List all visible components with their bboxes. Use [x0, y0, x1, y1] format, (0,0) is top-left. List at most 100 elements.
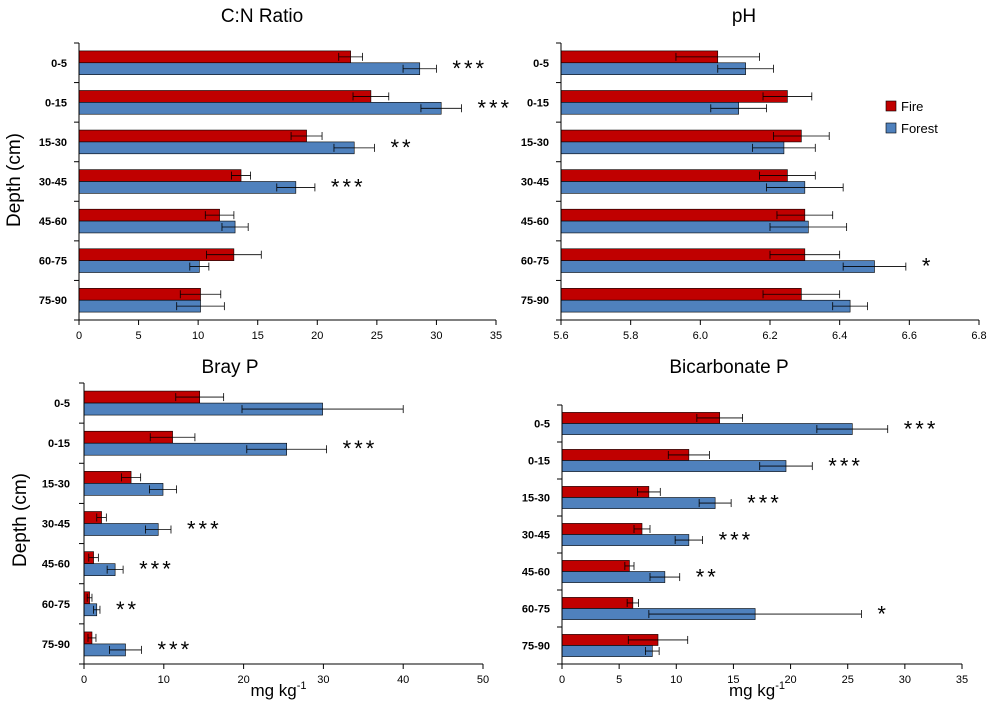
chart-3-xlabel: mg kg-1 [729, 680, 785, 700]
chart-2-significance: *** [187, 517, 222, 542]
chart-1-title: pH [732, 6, 756, 27]
chart-3-significance: *** [828, 454, 863, 479]
chart-0-x-tick-label: 35 [490, 330, 502, 342]
chart-1-category-label: 60-75 [521, 256, 549, 268]
chart-3-category-label: 0-5 [534, 419, 550, 431]
chart-0-bar-forest [78, 62, 421, 75]
chart-2-x-tick-label: 40 [397, 674, 409, 686]
legend-swatch-forest [885, 122, 897, 134]
chart-2-significance: *** [343, 436, 378, 461]
chart-1-x-tick-label: 6.2 [762, 330, 777, 342]
chart-3-significance: ** [696, 565, 719, 590]
chart-0-significance: *** [452, 56, 487, 81]
chart-0-title: C:N Ratio [221, 6, 303, 27]
chart-0-category-label: 0-15 [45, 97, 67, 109]
chart-2-title: Bray P [201, 357, 258, 378]
chart-0-category-label: 30-45 [39, 177, 67, 189]
chart-1-bar-fire [560, 90, 788, 103]
chart-2-category-label: 30-45 [42, 519, 70, 531]
chart-1-x-tick-label: 5.8 [623, 330, 638, 342]
chart-1-x-tick-label: 6.4 [832, 330, 847, 342]
chart-0-category-label: 60-75 [39, 256, 67, 268]
chart-3-bar-forest [561, 534, 690, 546]
chart-1-x-tick-label: 6.8 [971, 330, 986, 342]
chart-0-bar-forest [78, 220, 236, 234]
chart-1-bar-fire [560, 248, 806, 261]
chart-0-ylabel: Depth (cm) [4, 133, 25, 227]
chart-2-x-tick-label: 20 [237, 674, 249, 686]
chart-0-x-tick-label: 10 [192, 330, 204, 342]
chart-3-x-tick-label: 15 [727, 674, 739, 686]
legend-swatch-fire [885, 100, 897, 112]
chart-3-xlabel-superscript: -1 [775, 680, 785, 692]
chart-1-category-label: 75-90 [521, 295, 549, 307]
chart-1-category-label: 45-60 [521, 216, 549, 228]
chart-3-significance: *** [904, 417, 939, 442]
chart-0-bar-fire [78, 208, 220, 222]
legend-label-forest: Forest [901, 121, 938, 136]
chart-3-bar-fire [561, 523, 643, 535]
chart-3-category-label: 30-45 [522, 530, 550, 542]
chart-0-significance: *** [477, 95, 512, 120]
chart-2-category-label: 45-60 [42, 559, 70, 571]
chart-3-x-tick-label: 0 [559, 674, 565, 686]
chart-3-xlabel-unit: mg kg [729, 681, 775, 700]
chart-2-category-label: 0-5 [54, 398, 70, 410]
chart-0-significance: ** [390, 135, 413, 160]
chart-0-bar-fire [78, 129, 307, 143]
chart-2-significance: ** [116, 597, 139, 622]
chart-1-x-tick-label: 6.0 [693, 330, 708, 342]
chart-0-bar-forest [78, 141, 355, 155]
chart-1-category-label: 15-30 [521, 137, 549, 149]
chart-3-x-tick-label: 35 [956, 674, 968, 686]
chart-0-x-tick-label: 0 [76, 330, 82, 342]
chart-2-x-tick-label: 30 [317, 674, 329, 686]
chart-3-bar-forest [561, 645, 653, 657]
chart-0-bar-fire [78, 90, 372, 103]
chart-2-category-label: 60-75 [42, 599, 70, 611]
chart-1-bar-forest [560, 299, 851, 313]
chart-0-category-label: 15-30 [39, 137, 67, 149]
chart-0-category-label: 75-90 [39, 295, 67, 307]
chart-3-bar-forest [561, 423, 853, 435]
chart-2-significance: *** [139, 557, 174, 582]
chart-0-x-tick-label: 20 [311, 330, 323, 342]
chart-2-ylabel: Depth (cm) [10, 473, 31, 567]
chart-3-x-tick-label: 25 [842, 674, 854, 686]
chart-1-bar-fire [560, 208, 806, 222]
chart-3-bar-fire [561, 412, 721, 424]
chart-3-category-label: 15-30 [522, 493, 550, 505]
chart-1-category-label: 0-5 [533, 58, 549, 70]
chart-2-x-tick-label: 50 [477, 674, 489, 686]
chart-3-category-label: 0-15 [528, 456, 550, 468]
chart-0-bar-fire [78, 50, 351, 64]
chart-2-category-label: 0-15 [48, 438, 70, 450]
chart-3-bar-forest [561, 571, 666, 583]
chart-0-category-label: 45-60 [39, 216, 67, 228]
chart-3-bar-forest [561, 497, 716, 509]
chart-2-category-label: 75-90 [42, 639, 70, 651]
chart-3-significance: * [877, 602, 889, 627]
chart-3-significance: *** [719, 528, 754, 553]
chart-2-xlabel: mg kg-1 [250, 680, 306, 700]
chart-0-bar-forest [78, 181, 297, 194]
chart-0-x-tick-label: 30 [430, 330, 442, 342]
chart-0-bar-forest [78, 260, 200, 273]
chart-0-x-tick-label: 15 [252, 330, 264, 342]
chart-2-category-label: 15-30 [42, 478, 70, 490]
chart-0-bar-fire [78, 169, 242, 182]
chart-3-title: Bicarbonate P [669, 357, 788, 378]
chart-3-x-tick-label: 20 [784, 674, 796, 686]
chart-1-x-tick-label: 5.6 [553, 330, 568, 342]
chart-0-category-label: 0-5 [51, 58, 67, 70]
chart-1-bar-fire [560, 129, 802, 143]
chart-2-significance: *** [157, 637, 192, 662]
chart-3-bar-forest [561, 460, 787, 472]
legend-label-fire: Fire [901, 99, 923, 114]
chart-3-x-tick-label: 30 [899, 674, 911, 686]
chart-3-x-tick-label: 5 [616, 674, 622, 686]
chart-2-xlabel-superscript: -1 [297, 680, 307, 692]
chart-2-xlabel-unit: mg kg [250, 681, 296, 700]
chart-3-bar-fire [561, 560, 630, 572]
